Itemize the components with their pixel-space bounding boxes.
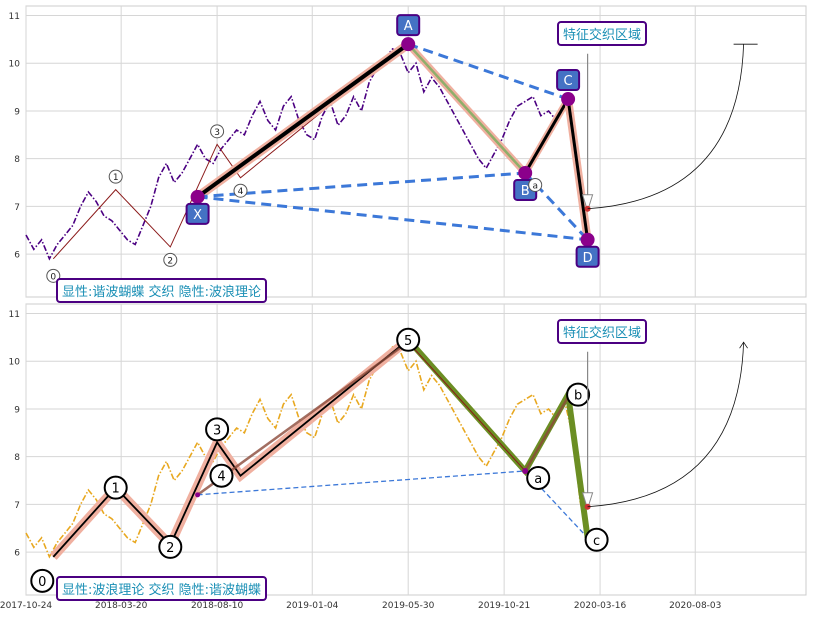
top-wave-label-4: 4 — [238, 187, 244, 197]
top-hlabel-box-X — [185, 202, 210, 225]
top-xa-leg — [196, 42, 410, 199]
bottom-annotation-box: 显性:波浪理论 交织 隐性:谐波蝴蝶 — [56, 576, 268, 601]
top-hlabel-X: X — [193, 208, 202, 223]
bottom-wave-label-a: a — [534, 472, 542, 487]
top-hlabel-B: B — [521, 184, 530, 199]
bottom-wave-label-1: 1 — [112, 482, 120, 497]
top-hlabel-D: D — [583, 251, 593, 266]
bottom-ab-leg — [407, 341, 526, 472]
xtick-1: 2018-03-20 — [95, 601, 148, 611]
top-ytick-10: 10 — [9, 60, 21, 70]
bottom-wave-circle-0 — [30, 568, 55, 593]
top-wave-circle-a — [528, 177, 543, 192]
top-dash-AC — [407, 42, 569, 101]
bottom-wave-circle-4 — [209, 463, 234, 488]
bottom-impulse-line — [52, 339, 409, 558]
xtick-6: 2020-03-16 — [574, 601, 627, 611]
top-annotation-box: 显性:谐波蝴蝶 交织 隐性:波浪理论 — [56, 278, 268, 303]
top-hlabel-box-D — [575, 245, 600, 268]
xtick-3: 2019-01-04 — [286, 601, 339, 611]
top-zone-arrow-head — [581, 194, 594, 213]
xtick-7: 2020-08-03 — [669, 601, 721, 611]
xtick-4: 2019-05-30 — [382, 601, 435, 611]
bottom-ytick-10: 10 — [9, 358, 21, 368]
xtick-0: 2017-10-24 — [0, 601, 52, 611]
top-wave-label-0: 0 — [50, 272, 56, 282]
bottom-dash-BD — [524, 470, 589, 539]
xtick-5: 2019-10-21 — [478, 601, 530, 611]
top-wave-circle-4 — [233, 183, 248, 198]
bottom-point-B — [522, 467, 529, 474]
xtick-2: 2018-08-10 — [191, 601, 244, 611]
top-hlabel-A: A — [404, 19, 413, 34]
bottom-ytick-6: 6 — [14, 549, 20, 559]
top-zone-label: 特征交织区域 — [557, 21, 648, 46]
bottom-ytick-9: 9 — [14, 405, 20, 415]
top-projection-curve — [587, 44, 744, 210]
top-hlabel-box-A — [396, 14, 421, 37]
bottom-wave-label-3: 3 — [213, 423, 221, 438]
bottom-xa-leg — [196, 341, 409, 496]
top-point-X — [190, 189, 205, 204]
bottom-ytick-8: 8 — [14, 453, 20, 463]
top-wave-label-a: a — [532, 181, 538, 191]
bottom-wave-circle-a — [526, 465, 551, 490]
bottom-ytick-7: 7 — [14, 501, 20, 511]
top-wave-circle-2 — [163, 252, 178, 267]
top-hlabel-C: C — [564, 74, 573, 89]
top-point-B — [518, 165, 533, 180]
bottom-price-line — [25, 345, 589, 559]
bottom-wave-circle-b — [566, 382, 591, 407]
bottom-projection-arrow — [739, 341, 748, 349]
top-ytick-6: 6 — [14, 251, 20, 261]
bottom-bc-leg — [524, 396, 570, 472]
top-wave-circle-3 — [210, 124, 225, 139]
bottom-wave-label-0: 0 — [38, 575, 46, 590]
top-point-D — [580, 232, 595, 247]
top-point-C — [561, 92, 576, 107]
bottom-wave-circle-3 — [205, 417, 230, 442]
top-ytick-8: 8 — [14, 155, 20, 165]
top-ab-leg — [407, 43, 527, 174]
bottom-wave-circle-5 — [396, 327, 421, 352]
top-point-A — [401, 37, 416, 52]
bottom-ytick-11: 11 — [9, 310, 20, 320]
bottom-zone-label: 特征交织区域 — [557, 319, 648, 344]
top-panel: 6 7 8 9 10 11 X A B C D 0 1 2 3 4 a — [9, 5, 807, 298]
bottom-wave-circle-1 — [103, 475, 128, 500]
bottom-dash-XB — [197, 470, 526, 496]
top-ytick-7: 7 — [14, 203, 20, 213]
bottom-zone-arrow-head — [581, 492, 594, 511]
top-dash-XB — [197, 171, 526, 199]
top-ytick-9: 9 — [14, 107, 20, 117]
bottom-wave-circle-2 — [158, 534, 183, 559]
top-wave-label-1: 1 — [113, 173, 119, 183]
top-price-line — [25, 47, 589, 261]
top-cd-leg — [566, 98, 590, 240]
bottom-wave-label-2: 2 — [166, 541, 174, 556]
bottom-wave-circle-c — [584, 527, 609, 552]
top-wave-circle-1 — [108, 169, 123, 184]
bottom-wave-label-5: 5 — [404, 334, 412, 349]
top-wave-label-2: 2 — [167, 256, 173, 266]
top-ytick-11: 11 — [9, 12, 20, 22]
top-dash-XD — [197, 195, 588, 242]
bottom-projection-curve — [587, 342, 744, 508]
bottom-wave-label-4: 4 — [217, 470, 225, 485]
bottom-panel: 6 7 8 9 10 11 0 1 2 3 4 5 a b c — [9, 303, 807, 596]
bottom-wave-label-c: c — [593, 534, 600, 549]
top-wave-label-3: 3 — [214, 128, 220, 138]
bottom-wave-label-b: b — [574, 389, 582, 404]
top-bc-leg — [523, 98, 570, 174]
bottom-point-X — [195, 492, 201, 498]
top-hlabel-box-C — [556, 69, 581, 92]
